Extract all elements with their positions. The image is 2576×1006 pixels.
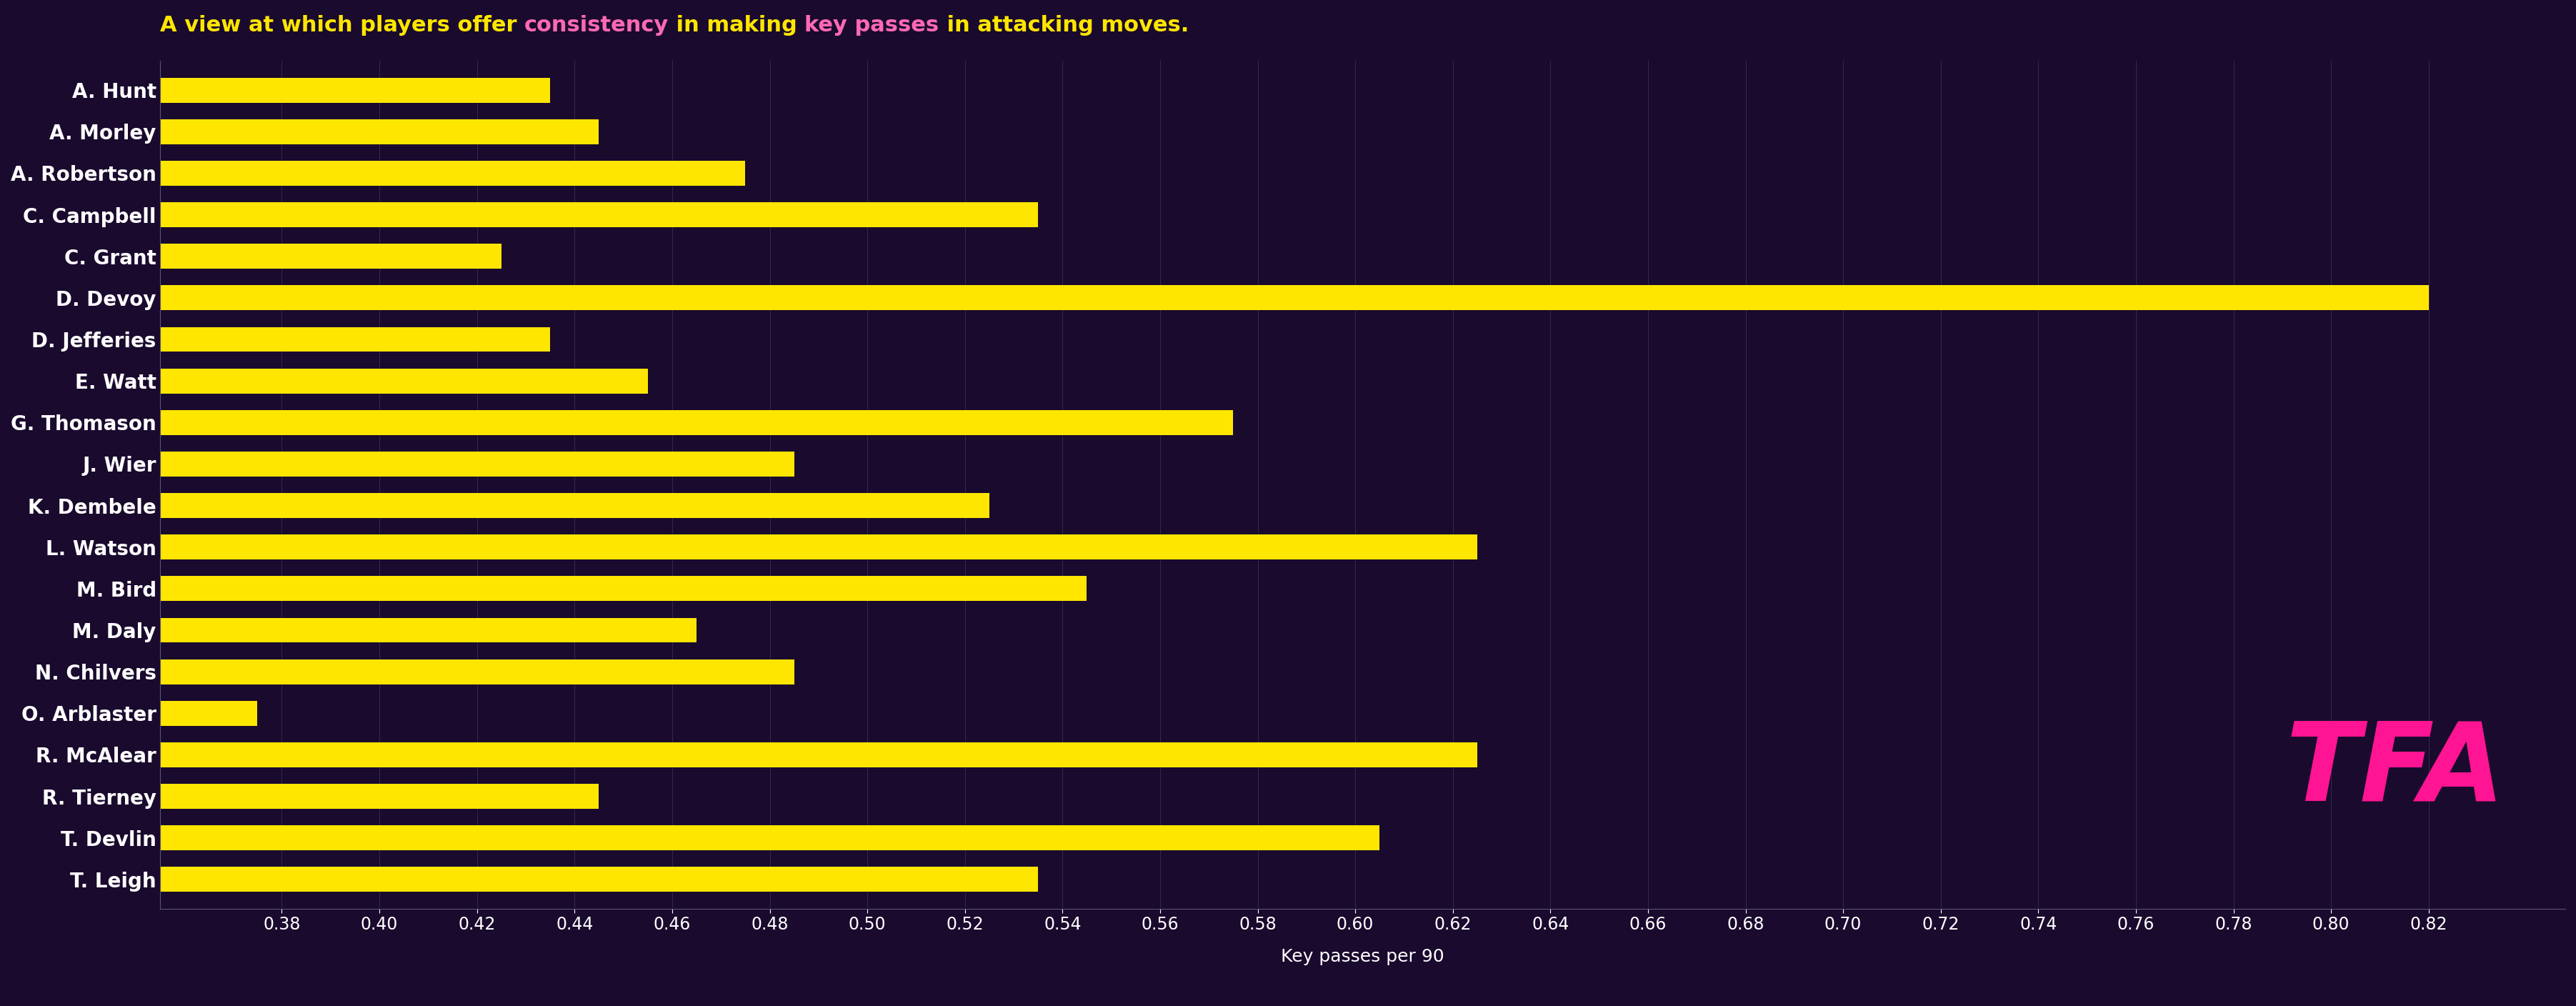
Bar [160, 784, 600, 809]
Bar [160, 701, 258, 725]
Bar [160, 119, 600, 144]
Text: A view at which players offer: A view at which players offer [160, 15, 526, 36]
Text: key passes: key passes [804, 15, 940, 36]
Bar [160, 77, 551, 103]
Bar [160, 161, 744, 186]
Text: in making: in making [670, 15, 804, 36]
Bar [160, 659, 793, 684]
X-axis label: Key passes per 90: Key passes per 90 [1280, 948, 1445, 965]
Text: in attacking moves.: in attacking moves. [940, 15, 1188, 36]
Bar [160, 327, 551, 352]
Bar [160, 243, 502, 269]
Bar [160, 825, 1381, 850]
Bar [160, 452, 793, 477]
Bar [160, 286, 2429, 310]
Text: TFA: TFA [2285, 717, 2504, 824]
Bar [160, 867, 1038, 892]
Bar [160, 410, 1234, 435]
Bar [160, 618, 696, 643]
Bar [160, 493, 989, 518]
Bar [160, 368, 647, 393]
Bar [160, 202, 1038, 227]
Text: consistency: consistency [526, 15, 670, 36]
Bar [160, 534, 1476, 559]
Bar [160, 742, 1476, 768]
Bar [160, 576, 1087, 601]
